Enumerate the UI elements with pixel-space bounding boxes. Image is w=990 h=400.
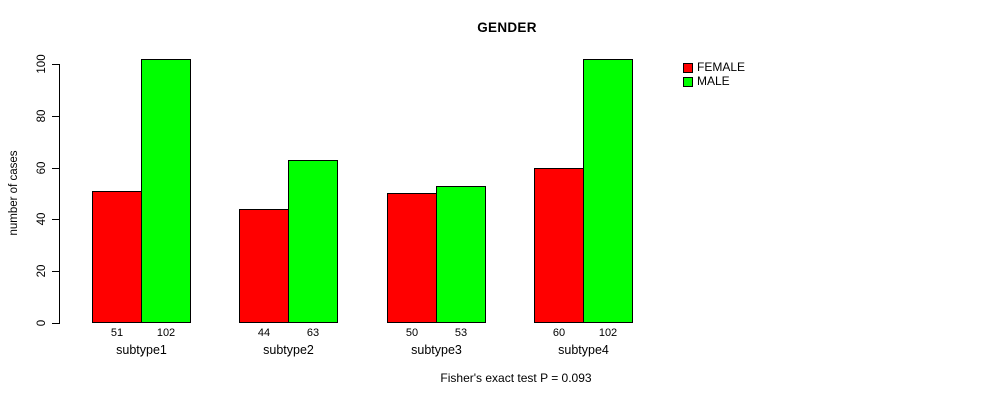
y-tick-mark bbox=[52, 323, 59, 324]
footnote: Fisher's exact test P = 0.093 bbox=[440, 371, 592, 385]
legend: FEMALE MALE bbox=[683, 61, 745, 89]
chart-title: GENDER bbox=[477, 20, 537, 35]
y-tick-mark bbox=[52, 64, 59, 65]
bar-value-label: 44 bbox=[257, 327, 271, 339]
y-tick-label: 80 bbox=[36, 109, 48, 123]
category-label-subtype3: subtype3 bbox=[411, 343, 462, 357]
y-tick-mark bbox=[52, 219, 59, 220]
y-tick-mark bbox=[52, 168, 59, 169]
bar-female-subtype1 bbox=[92, 191, 142, 323]
y-tick-label: 40 bbox=[36, 212, 48, 226]
bar-value-label: 50 bbox=[405, 327, 419, 339]
bar-male-subtype3 bbox=[436, 186, 486, 323]
legend-swatch-male bbox=[683, 76, 693, 87]
legend-item-male: MALE bbox=[683, 75, 745, 88]
y-tick-label: 20 bbox=[36, 264, 48, 278]
bar-male-subtype1 bbox=[141, 59, 191, 323]
legend-label: MALE bbox=[697, 74, 730, 88]
y-axis-line bbox=[59, 64, 60, 324]
y-tick-label: 0 bbox=[36, 319, 48, 327]
bar-value-label: 102 bbox=[156, 327, 176, 339]
y-tick-label: 60 bbox=[36, 161, 48, 175]
bar-value-label: 63 bbox=[306, 327, 320, 339]
bar-male-subtype2 bbox=[288, 160, 338, 323]
bar-value-label: 102 bbox=[598, 327, 618, 339]
bar-value-label: 60 bbox=[552, 327, 566, 339]
bar-female-subtype4 bbox=[534, 168, 584, 323]
bar-female-subtype2 bbox=[239, 209, 289, 323]
bar-value-label: 53 bbox=[454, 327, 468, 339]
bar-female-subtype3 bbox=[387, 193, 437, 323]
bar-value-label: 51 bbox=[110, 327, 124, 339]
legend-label: FEMALE bbox=[697, 60, 746, 74]
bar-male-subtype4 bbox=[583, 59, 633, 323]
category-label-subtype4: subtype4 bbox=[558, 343, 609, 357]
category-label-subtype1: subtype1 bbox=[116, 343, 167, 357]
category-label-subtype2: subtype2 bbox=[263, 343, 314, 357]
legend-item-female: FEMALE bbox=[683, 61, 745, 74]
y-tick-mark bbox=[52, 271, 59, 272]
y-tick-label: 100 bbox=[36, 54, 48, 74]
legend-swatch-female bbox=[683, 62, 693, 73]
y-tick-mark bbox=[52, 116, 59, 117]
